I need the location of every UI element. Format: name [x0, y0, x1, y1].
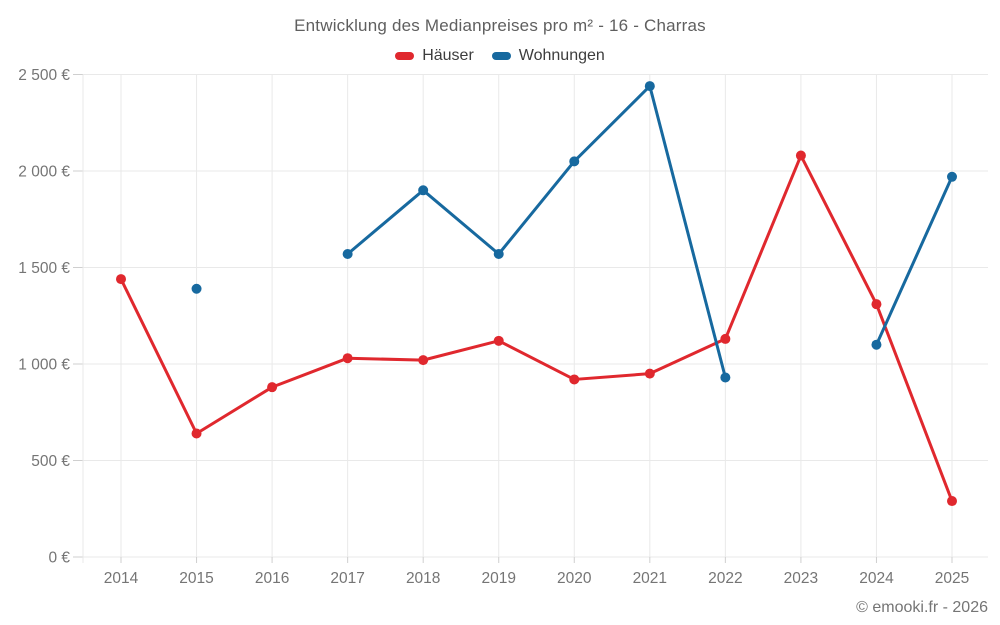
legend-item-haeuser[interactable]: Häuser [395, 47, 474, 65]
data-point-haeuser-2015[interactable] [191, 428, 202, 439]
data-point-wohnungen-2017[interactable] [342, 248, 353, 259]
data-point-wohnungen-2020[interactable] [569, 156, 580, 167]
data-point-haeuser-2021[interactable] [644, 368, 655, 379]
data-point-wohnungen-2021[interactable] [644, 81, 655, 92]
x-tick-label: 2024 [859, 570, 894, 587]
wohnungen-series-swatch-icon [491, 52, 511, 60]
data-point-haeuser-2019[interactable] [493, 335, 504, 346]
y-tick-label: 2 500 € [18, 67, 70, 84]
x-tick-label: 2016 [255, 570, 289, 587]
y-tick-label: 2 000 € [18, 164, 70, 181]
chart-legend: Häuser Wohnungen [0, 45, 1000, 67]
y-tick-label: 500 € [31, 453, 70, 470]
y-tick-label: 0 € [48, 550, 70, 567]
haeuser-line [119, 154, 954, 503]
data-point-wohnungen-2025[interactable] [947, 171, 957, 182]
watermark: © emooki.fr - 2026 [856, 599, 988, 616]
haeuser-series-swatch-icon [395, 52, 415, 60]
data-point-haeuser-2024[interactable] [871, 299, 882, 310]
y-tick-label: 1 000 € [18, 357, 70, 374]
legend-item-wohnungen[interactable]: Wohnungen [491, 47, 605, 65]
data-point-haeuser-2017[interactable] [342, 353, 353, 364]
wohnungen-line [874, 175, 954, 347]
data-point-haeuser-2022[interactable] [720, 333, 731, 344]
x-tick-label: 2023 [784, 570, 818, 587]
data-point-haeuser-2016[interactable] [267, 382, 278, 393]
legend-label-haeuser: Häuser [422, 47, 474, 64]
x-tick-label: 2021 [633, 570, 667, 587]
data-point-haeuser-2025[interactable] [947, 496, 957, 507]
data-point-wohnungen-2019[interactable] [493, 248, 504, 259]
legend-label-wohnungen: Wohnungen [518, 47, 605, 64]
x-tick-label: 2022 [708, 570, 742, 587]
x-tick-label: 2025 [935, 570, 969, 587]
x-tick-label: 2017 [330, 570, 364, 587]
x-tick-label: 2020 [557, 570, 592, 587]
chart-title: Entwicklung des Medianpreises pro m² - 1… [294, 16, 706, 35]
wohnungen-line [346, 84, 727, 380]
x-tick-label: 2014 [104, 570, 139, 587]
y-tick-label: 1 500 € [18, 260, 70, 277]
data-point-haeuser-2020[interactable] [569, 374, 580, 385]
data-point-wohnungen-2024[interactable] [871, 339, 882, 350]
data-point-wohnungen-2018[interactable] [418, 185, 429, 196]
data-point-wohnungen-2015[interactable] [191, 283, 202, 294]
data-point-wohnungen-2022[interactable] [720, 372, 731, 383]
data-point-haeuser-2014[interactable] [116, 274, 126, 285]
x-tick-label: 2019 [481, 570, 515, 587]
data-point-haeuser-2023[interactable] [795, 150, 806, 161]
x-tick-label: 2018 [406, 570, 440, 587]
x-tick-label: 2015 [179, 570, 213, 587]
data-point-haeuser-2018[interactable] [418, 355, 429, 366]
